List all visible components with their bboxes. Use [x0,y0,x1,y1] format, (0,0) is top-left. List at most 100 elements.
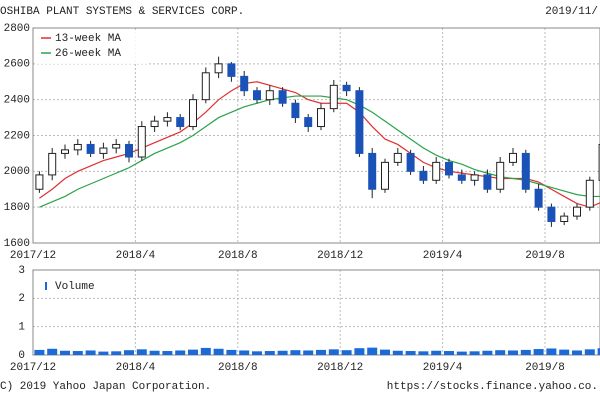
volume-bar [98,351,109,355]
candle-body [35,174,44,190]
candle-body [445,161,453,176]
y-tick-label: 3 [18,265,25,277]
candle-body [419,170,428,181]
volume-bar [392,350,403,355]
candle-body [201,72,210,101]
candle-body [317,108,325,128]
candle-body [355,90,364,154]
x-tick-label: 2018/8 [218,362,258,374]
y-tick-label: 2800 [4,23,30,35]
legend-label: 26-week MA [55,48,121,60]
x-tick-label: 2019/8 [525,362,565,374]
volume-bar [252,351,262,355]
chart-date: 2019/11/ [545,6,598,18]
candle-body [86,143,95,154]
volume-bar [597,348,600,355]
volume-bar [136,349,147,355]
source: https://stocks.finance.yahoo.co. [387,381,598,393]
volume-bar [188,349,198,355]
candle-body [99,147,108,154]
candle-body [214,63,223,74]
volume-bar [162,351,173,355]
candle-body [534,188,543,208]
volume-bar [226,349,237,355]
candle-body [329,84,338,110]
volume-bar [213,348,224,355]
y-tick-label: 1800 [4,202,30,214]
x-tick-label: 2019/8 [525,250,565,262]
x-tick-label: 2018/12 [317,250,363,262]
candle-body [227,63,236,77]
candle-body [573,206,581,217]
volume-bar [546,348,557,355]
candle-body [406,152,415,172]
volume-bar [175,350,186,355]
legend-box [35,30,147,64]
y-tick-label: 1 [18,322,25,334]
candle-body [150,120,159,128]
volume-bar [111,351,122,355]
legend-label: 13-week MA [55,33,121,45]
candle-body [342,84,351,92]
x-tick-label: 2018/12 [317,362,363,374]
x-tick-label: 2018/8 [218,250,258,262]
candle-body [585,179,594,208]
volume-bar [431,350,442,355]
candle-body [137,126,146,158]
candle-body [368,152,377,190]
volume-bar [584,349,595,355]
volume-bar [341,350,352,355]
candle-body [304,117,313,128]
volume-bar [72,351,83,355]
candle-body [163,117,172,122]
volume-bar [367,347,378,355]
candle-body [547,206,556,223]
candle-body [61,149,69,154]
volume-bar [239,350,250,355]
volume-bar [559,349,570,355]
volume-bar [354,348,365,355]
candle-body [240,75,249,92]
volume-bar [85,350,96,355]
volume-bar [47,348,58,355]
candle-body [291,102,300,119]
plot-frame [32,27,600,244]
volume-bar [418,351,429,355]
candle-body [112,143,121,149]
volume-bar [124,350,134,355]
volume-bar [290,350,301,355]
x-tick-label: 2018/4 [116,362,156,374]
legend-label: Volume [55,281,95,293]
volume-bar [405,351,416,355]
volume-bar [303,350,314,355]
candle-body [48,152,57,176]
candle-body [125,143,133,158]
volume-bar [444,351,454,355]
volume-bar [149,350,160,355]
volume-bar [328,349,339,355]
candle-body [560,215,569,222]
y-tick-label: 0 [18,350,25,362]
candle-body [176,117,185,128]
volume-bar [482,350,493,355]
candle-body [393,152,402,163]
volume-bar [495,350,506,355]
candle-body [521,152,530,190]
x-tick-label: 2019/4 [423,362,463,374]
y-tick-label: 2 [18,293,25,305]
y-tick-label: 1600 [4,238,30,250]
volume-bar [380,349,390,355]
candle-body [432,161,441,181]
x-tick-label: 2017/12 [10,250,56,262]
ma-line [39,95,600,208]
y-tick-label: 2600 [4,59,30,71]
volume-bar [316,349,326,355]
x-tick-label: 2018/4 [116,250,156,262]
volume-bar [520,349,531,355]
volume-bar [456,351,467,355]
volume-bar [34,349,45,355]
volume-bar [60,350,70,355]
copyright: C) 2019 Yahoo Japan Corporation. [0,381,211,393]
candle-body [457,174,466,181]
